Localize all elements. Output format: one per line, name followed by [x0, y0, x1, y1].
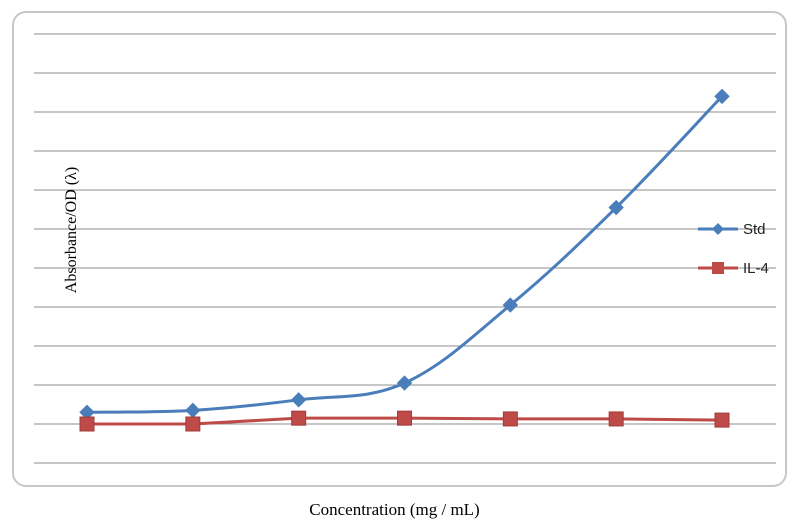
- data-point-IL-4: [608, 411, 624, 427]
- chart-frame: [12, 11, 787, 487]
- data-point-Std: [290, 392, 307, 408]
- data-point-IL-4: [502, 411, 518, 427]
- legend-label-IL-4: IL-4: [743, 260, 769, 277]
- data-point-IL-4: [714, 412, 730, 428]
- legend-marker-IL-4: [712, 262, 724, 274]
- data-point-Std: [714, 88, 730, 105]
- data-point-IL-4: [397, 410, 412, 426]
- data-point-Std: [396, 375, 413, 391]
- data-point-IL-4: [79, 416, 95, 432]
- data-point-IL-4: [291, 410, 307, 426]
- y-axis-label: Absorbance/OD (λ): [63, 167, 80, 293]
- data-point-Std: [185, 402, 201, 419]
- legend-marker-Std: [712, 223, 724, 235]
- x-axis-label: Concentration (mg / mL): [309, 500, 480, 519]
- data-point-Std: [502, 297, 519, 313]
- series-line-Std: [86, 95, 724, 414]
- chart-series: [79, 88, 730, 432]
- chart-legend: Std IL-4: [698, 221, 769, 277]
- chart-gridlines: [34, 33, 776, 464]
- data-point-Std: [608, 199, 624, 216]
- data-point-IL-4: [185, 416, 201, 432]
- legend-label-Std: Std: [743, 221, 766, 238]
